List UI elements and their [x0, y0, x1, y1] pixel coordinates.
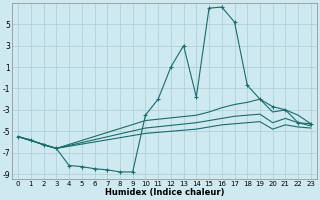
X-axis label: Humidex (Indice chaleur): Humidex (Indice chaleur): [105, 188, 224, 197]
